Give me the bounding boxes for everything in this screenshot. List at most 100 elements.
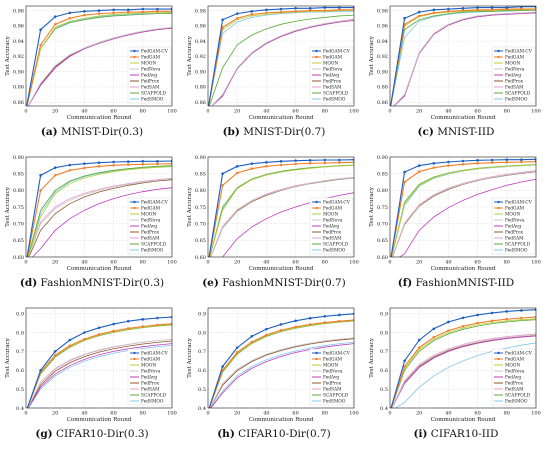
legend-label: FedSAM <box>323 237 342 242</box>
series-line-fedsmoo <box>210 341 354 408</box>
data-point-fedgam <box>97 333 101 336</box>
legend-label: FedGAM-CV <box>323 201 351 206</box>
data-point-fedgam <box>309 323 312 326</box>
legend: FedGAM-CVFedGAMMOONFedNovaFedAvgFedProxF… <box>491 197 536 255</box>
x-tick-label: 100 <box>167 411 177 417</box>
y-tick-label: 0.86 <box>377 100 388 106</box>
plot-frame <box>389 307 537 409</box>
data-point-fedgam-cv <box>112 322 115 326</box>
data-point-fedgam-cv <box>417 338 421 342</box>
legend-label: FedSMOO <box>505 249 528 254</box>
x-axis-label: Communication Round <box>67 115 132 121</box>
data-point-fedgam-cv <box>141 7 145 11</box>
x-axis-label: Communication Round <box>249 115 314 121</box>
legend-label: FedGAM-CV <box>505 201 533 206</box>
legend-label: SCAFFOLD <box>141 92 167 97</box>
legend-label: FedNova <box>141 370 161 375</box>
data-point-fedgam <box>476 8 479 11</box>
data-point-fedgam-cv <box>294 319 297 323</box>
plot-frame <box>207 156 355 258</box>
legend-label: FedAvg <box>505 74 521 79</box>
data-point-fedgam-cv <box>265 8 268 12</box>
legend-marker-fedgam-cv <box>315 49 318 53</box>
x-tick-label: 80 <box>140 411 146 417</box>
data-point-fedgam <box>54 354 57 357</box>
y-tick-label: 0.70 <box>13 221 24 227</box>
data-point-fedgam-cv <box>250 10 254 13</box>
legend-label: FedProx <box>141 80 160 85</box>
data-point-fedgam-cv <box>352 6 354 9</box>
legend-label: MOON <box>323 364 338 369</box>
x-axis-label: Communication Round <box>249 266 314 272</box>
data-point-fedgam <box>403 23 406 26</box>
data-point-fedgam <box>403 180 406 184</box>
data-point-fedgam <box>294 10 297 13</box>
x-tick-label: 20 <box>416 260 422 266</box>
y-tick-label: 0.90 <box>195 155 206 161</box>
data-point-fedgam <box>265 165 268 168</box>
y-tick-label: 0.96 <box>377 24 388 30</box>
data-point-fedgam <box>156 162 159 166</box>
data-point-fedgam-cv <box>279 7 283 11</box>
data-point-fedgam <box>505 161 508 164</box>
data-point-fedgam <box>534 160 536 163</box>
data-point-fedgam-cv <box>432 8 436 12</box>
series-line-fednova <box>28 178 172 257</box>
data-point-fedgam <box>68 344 71 347</box>
data-point-fedgam <box>112 11 115 14</box>
legend-label: FedSMOO <box>505 98 528 103</box>
data-point-fedgam <box>447 329 450 332</box>
data-point-fedgam-cv <box>403 16 406 20</box>
data-point-fedgam-cv <box>170 315 172 319</box>
y-tick-label: 0.65 <box>13 238 24 244</box>
y-tick-label: 0.70 <box>195 221 206 227</box>
series-lines <box>390 6 536 106</box>
data-point-fedgam <box>309 9 312 12</box>
caption-text: CIFAR10-Dir(0.3) <box>55 428 149 440</box>
data-point-fedgam-cv <box>505 158 509 161</box>
data-point-fedgam <box>418 170 421 173</box>
data-point-fedgam-cv <box>461 6 465 10</box>
data-point-fedgam-cv <box>338 313 341 317</box>
legend-label: FedSAM <box>141 86 160 91</box>
data-point-fedgam <box>418 346 421 349</box>
data-point-fedgam <box>279 11 283 14</box>
data-point-fedgam <box>83 14 86 17</box>
chart-b: 0.86 0.88 0.90 0.92 0.94 0.96 0.98 0 20 40 60 80 100… <box>187 5 359 121</box>
x-tick-label: 20 <box>416 109 422 115</box>
data-point-fedgam <box>323 321 326 324</box>
x-tick-label: 100 <box>531 260 541 266</box>
y-tick-label: 0.85 <box>195 171 206 177</box>
data-point-fedgam-cv <box>83 162 86 165</box>
data-point-fedgam-cv <box>294 6 297 10</box>
data-point-fedgam-cv <box>323 158 327 162</box>
y-tick-label: 0.4 <box>198 406 206 412</box>
legend-label: MOON <box>323 62 338 67</box>
data-point-fedgam-cv <box>476 313 479 317</box>
caption-text: MNIST-Dir(0.3) <box>60 126 144 138</box>
y-tick-label: 0.92 <box>195 54 206 60</box>
x-tick-label: 60 <box>292 411 298 417</box>
data-point-fedgam <box>127 327 130 330</box>
data-point-fedgam-cv <box>156 160 159 163</box>
data-point-fedgam <box>352 161 354 164</box>
series-line-fedavg <box>221 192 354 257</box>
data-point-fedgam <box>418 14 421 18</box>
legend-label: SCAFFOLD <box>505 394 531 399</box>
series-line-scaffold <box>390 9 536 106</box>
x-axis-label: Communication Round <box>249 417 314 423</box>
data-point-fedgam-cv <box>352 312 354 316</box>
data-point-fedgam <box>39 189 42 192</box>
plot-frame <box>25 5 173 107</box>
legend-label: FedSMOO <box>323 249 346 254</box>
y-tick-label: 0.88 <box>377 85 388 91</box>
series-line-moon <box>26 11 172 106</box>
y-axis-label: Test Accuracy <box>5 35 11 76</box>
series-line-fedprox <box>27 340 172 408</box>
data-point-fedgam-cv <box>338 158 341 162</box>
series-lines <box>208 158 354 257</box>
x-tick-label: 100 <box>167 260 177 266</box>
data-point-fedgam <box>403 365 406 368</box>
plot-frame <box>389 5 537 107</box>
y-tick-label: 0.8 <box>380 330 388 336</box>
